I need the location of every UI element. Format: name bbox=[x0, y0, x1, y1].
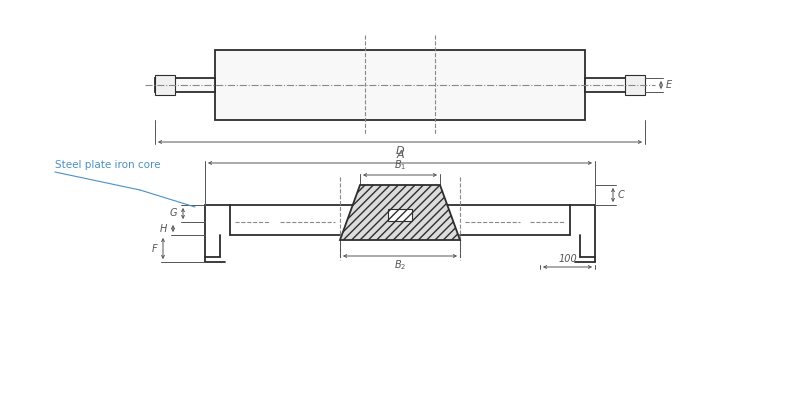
Text: C: C bbox=[618, 190, 625, 200]
Text: F: F bbox=[151, 244, 157, 254]
Text: Steel plate iron core: Steel plate iron core bbox=[55, 160, 161, 170]
Text: E: E bbox=[666, 80, 672, 90]
Text: $B_2$: $B_2$ bbox=[394, 258, 406, 272]
Text: G: G bbox=[170, 208, 177, 218]
Bar bbox=[625, 75, 645, 95]
Polygon shape bbox=[340, 185, 460, 240]
Text: 100: 100 bbox=[558, 254, 577, 264]
Text: D: D bbox=[396, 146, 404, 156]
Text: A: A bbox=[396, 150, 404, 160]
Text: $B_1$: $B_1$ bbox=[394, 158, 406, 172]
Text: H: H bbox=[160, 224, 167, 234]
Bar bbox=[388, 208, 412, 220]
Bar bbox=[215, 50, 585, 120]
Bar bbox=[155, 78, 215, 92]
Bar bbox=[155, 75, 175, 95]
Bar bbox=[585, 78, 645, 92]
